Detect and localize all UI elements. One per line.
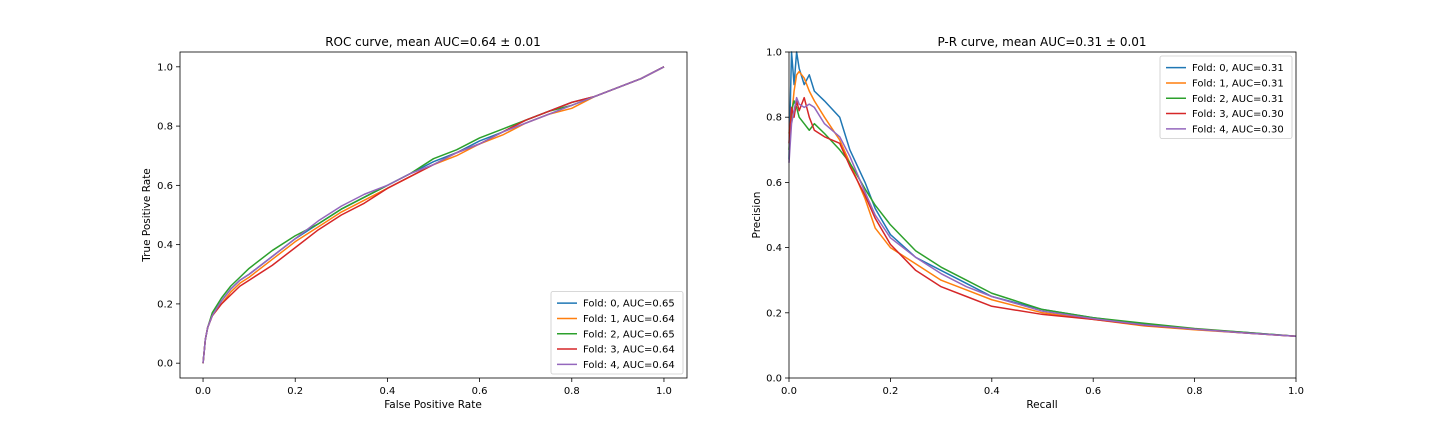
roc-chart: ROC curve, mean AUC=0.64 ± 0.01 0.0 0.2 0.… xyxy=(141,35,688,411)
roc-chart-title: ROC curve, mean AUC=0.64 ± 0.01 xyxy=(325,35,541,49)
pr-legend-label-1: Fold: 1, AUC=0.31 xyxy=(1192,78,1284,89)
roc-y-tick-label: 0.2 xyxy=(157,299,173,310)
pr-axes-frame xyxy=(788,51,1297,379)
roc-curve-fold-4 xyxy=(202,66,665,364)
pr-x-axis-ticks: 0.0 0.2 0.4 0.6 0.8 1.0 xyxy=(781,378,1304,397)
pr-y-tick-label: 0.8 xyxy=(766,113,782,124)
pr-legend-label-4: Fold: 4, AUC=0.30 xyxy=(1192,124,1284,135)
pr-y-axis-label: Precision xyxy=(751,192,763,239)
roc-legend-box xyxy=(550,291,684,375)
roc-legend-label-0: Fold: 0, AUC=0.65 xyxy=(583,299,675,310)
pr-y-tick-label: 1.0 xyxy=(766,48,782,59)
pr-curve-fold-4 xyxy=(788,96,1297,338)
roc-y-tick-label: 0.0 xyxy=(157,359,173,370)
pr-x-tick-label: 0.6 xyxy=(1085,386,1101,397)
roc-legend-label-4: Fold: 4, AUC=0.64 xyxy=(583,360,675,371)
pr-x-axis-label: Recall xyxy=(1026,399,1057,411)
roc-x-tick-label: 0.8 xyxy=(564,386,580,397)
roc-x-axis-label: False Positive Rate xyxy=(384,399,482,411)
roc-x-tick-label: 0.0 xyxy=(195,386,211,397)
roc-curves xyxy=(202,66,665,364)
roc-y-tick-label: 0.6 xyxy=(157,181,173,192)
pr-y-tick-label: 0.6 xyxy=(766,178,782,189)
pr-chart: P-R curve, mean AUC=0.31 ± 0.01 0.0 0.2 0.… xyxy=(751,35,1304,411)
roc-x-tick-label: 1.0 xyxy=(656,386,672,397)
pr-x-tick-label: 0.8 xyxy=(1187,386,1203,397)
pr-curves xyxy=(788,51,1297,338)
pr-x-tick-label: 0.0 xyxy=(781,386,797,397)
roc-curve-fold-3 xyxy=(202,66,665,364)
roc-y-tick-label: 0.4 xyxy=(157,240,173,251)
roc-y-tick-label: 0.8 xyxy=(157,122,173,133)
pr-y-tick-label: 0.2 xyxy=(766,308,782,319)
roc-legend-label-3: Fold: 3, AUC=0.64 xyxy=(583,345,675,356)
pr-legend-label-0: Fold: 0, AUC=0.31 xyxy=(1192,63,1284,74)
roc-axes-frame xyxy=(179,51,688,379)
roc-x-axis-ticks: 0.0 0.2 0.4 0.6 0.8 1.0 xyxy=(195,378,672,397)
pr-curve-fold-2 xyxy=(788,100,1297,338)
roc-x-tick-label: 0.2 xyxy=(287,386,303,397)
pr-chart-title: P-R curve, mean AUC=0.31 ± 0.01 xyxy=(937,35,1146,49)
roc-y-axis-label: True Positive Rate xyxy=(141,168,153,263)
pr-y-tick-label: 0.4 xyxy=(766,243,782,254)
pr-legend-label-3: Fold: 3, AUC=0.30 xyxy=(1192,109,1284,120)
pr-x-tick-label: 1.0 xyxy=(1288,386,1304,397)
pr-y-tick-label: 0.0 xyxy=(766,374,782,385)
pr-x-tick-label: 0.2 xyxy=(882,386,898,397)
roc-y-axis-ticks: 0.0 0.2 0.4 0.6 0.8 1.0 xyxy=(157,62,180,370)
pr-legend-box xyxy=(1159,55,1293,139)
pr-x-tick-label: 0.4 xyxy=(984,386,1000,397)
pr-legend: Fold: 0, AUC=0.31 Fold: 1, AUC=0.31 Fold: … xyxy=(1159,55,1293,139)
roc-y-tick-label: 1.0 xyxy=(157,62,173,73)
roc-legend-label-2: Fold: 2, AUC=0.65 xyxy=(583,329,675,340)
roc-x-tick-label: 0.4 xyxy=(379,386,395,397)
roc-x-tick-label: 0.6 xyxy=(472,386,488,397)
pr-legend-label-2: Fold: 2, AUC=0.31 xyxy=(1192,94,1284,105)
roc-legend: Fold: 0, AUC=0.65 Fold: 1, AUC=0.64 Fold: … xyxy=(550,291,684,375)
roc-legend-label-1: Fold: 1, AUC=0.64 xyxy=(583,314,675,325)
pr-y-axis-ticks: 0.0 0.2 0.4 0.6 0.8 1.0 xyxy=(766,48,789,385)
